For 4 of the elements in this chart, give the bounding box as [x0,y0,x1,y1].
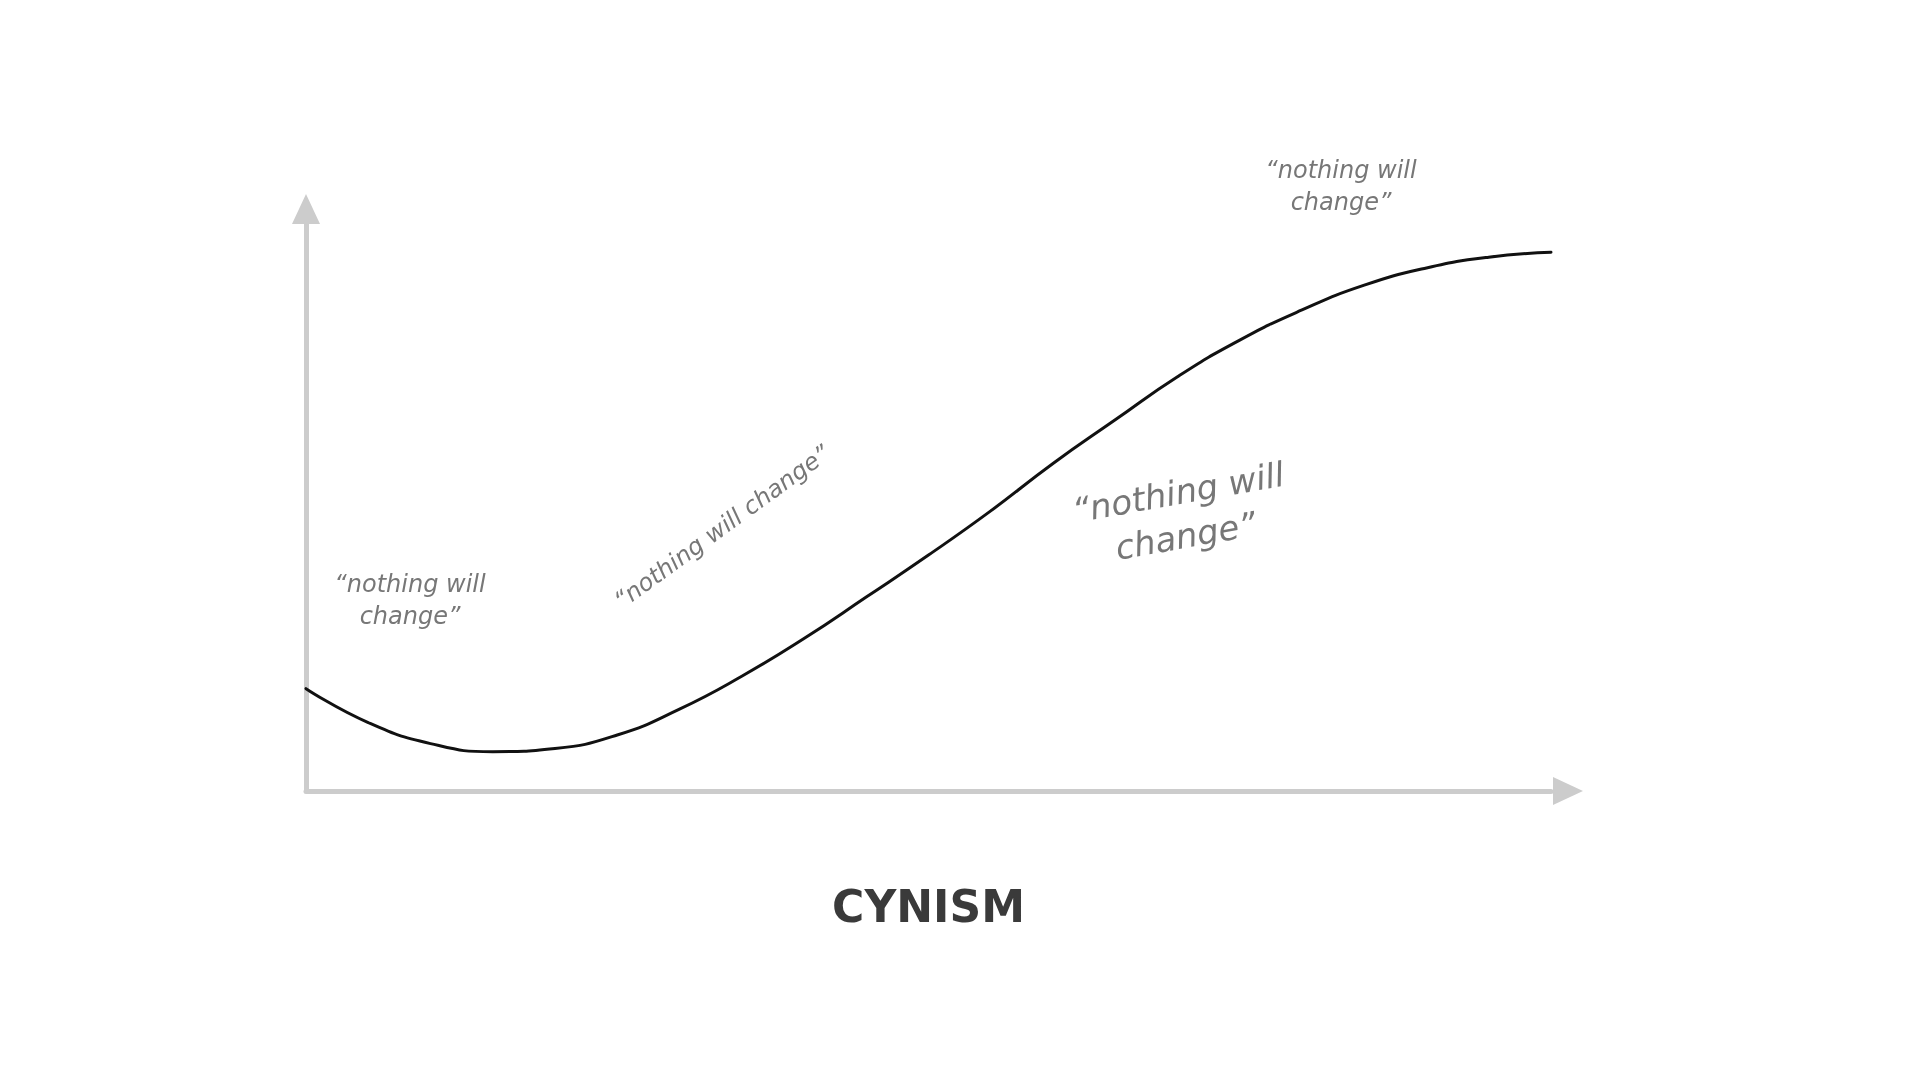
annotation: “nothing will change” [334,570,486,630]
x-axis-title: CYNISM [832,880,1025,932]
text: “nothing will change” [1265,156,1417,216]
annotation: “nothing will change” [1069,453,1288,568]
